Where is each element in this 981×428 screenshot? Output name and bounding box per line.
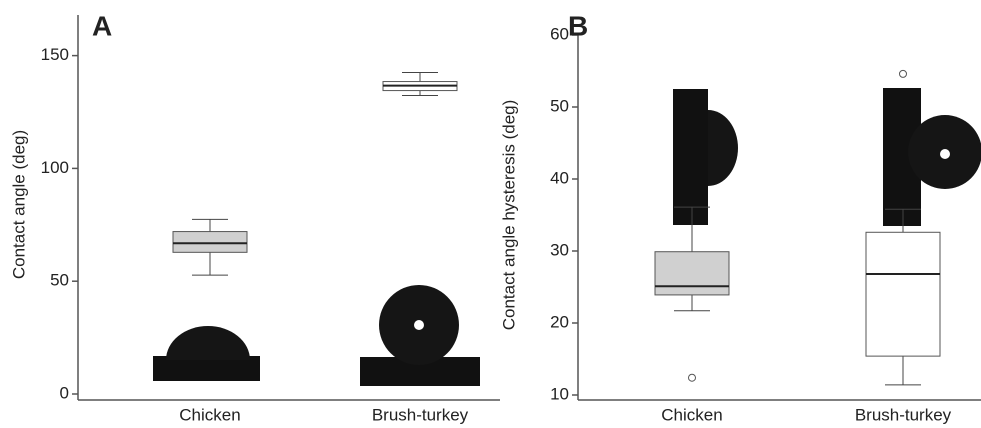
droplet-glint bbox=[940, 149, 950, 159]
box bbox=[655, 252, 729, 295]
x-tick-label: Chicken bbox=[179, 405, 240, 424]
y-axis-label: Contact angle (deg) bbox=[9, 130, 28, 279]
droplet-images bbox=[153, 88, 981, 386]
y-tick-label: 60 bbox=[550, 24, 569, 43]
box bbox=[866, 232, 940, 356]
y-tick-label: 0 bbox=[60, 383, 69, 402]
x-tick-label: Brush-turkey bbox=[372, 405, 469, 424]
droplet-glint bbox=[414, 320, 424, 330]
droplet bbox=[708, 110, 738, 186]
y-tick-label: 50 bbox=[50, 271, 69, 290]
panel-label: B bbox=[568, 10, 588, 41]
box bbox=[173, 232, 247, 253]
panel-label: A bbox=[92, 10, 112, 41]
y-tick-label: 30 bbox=[550, 240, 569, 259]
y-tick-label: 100 bbox=[41, 158, 69, 177]
outlier bbox=[900, 70, 907, 77]
y-tick-label: 150 bbox=[41, 45, 69, 64]
figure: 0 50 100 150 A Contact angle (deg) Chicken Brus… bbox=[0, 0, 981, 428]
y-tick-label: 10 bbox=[550, 384, 569, 403]
y-tick-label: 20 bbox=[550, 312, 569, 331]
droplet bbox=[166, 326, 250, 360]
y-axis-label: Contact angle hysteresis (deg) bbox=[499, 100, 518, 331]
x-tick-label: Brush-turkey bbox=[855, 405, 952, 424]
outlier bbox=[689, 374, 696, 381]
y-tick-label: 50 bbox=[550, 96, 569, 115]
droplet-substrate bbox=[673, 89, 708, 225]
y-tick-label: 40 bbox=[550, 168, 569, 187]
x-tick-label: Chicken bbox=[661, 405, 722, 424]
